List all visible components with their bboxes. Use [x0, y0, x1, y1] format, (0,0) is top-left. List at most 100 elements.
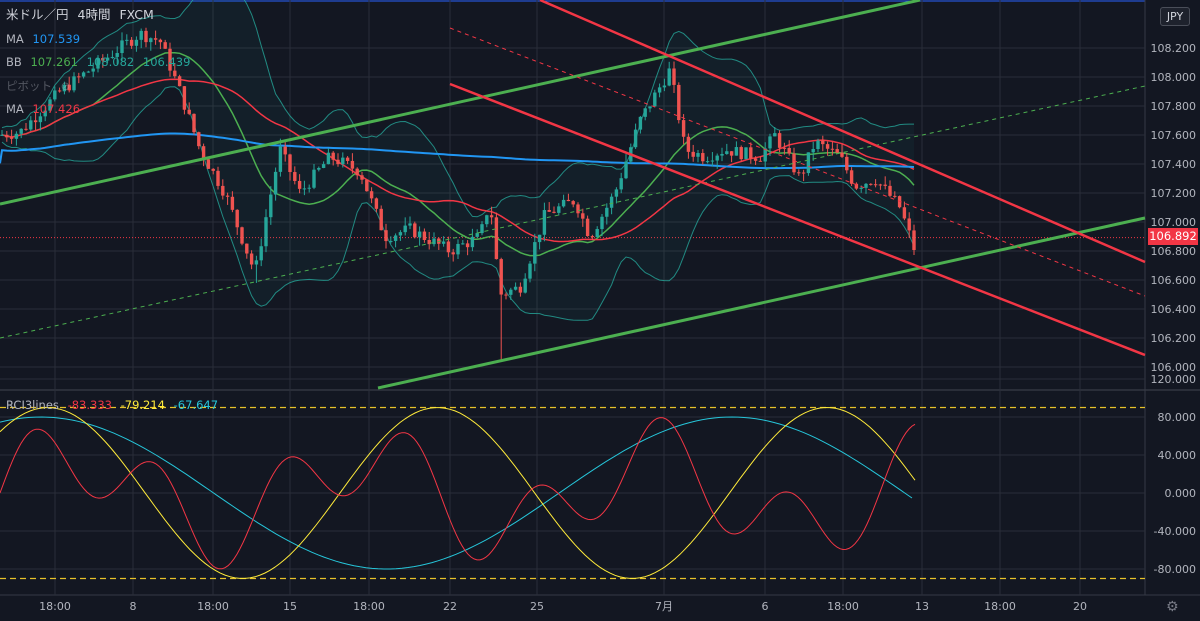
candle [696, 153, 700, 157]
interval-label: 4時間 [77, 7, 111, 22]
candle [81, 72, 86, 77]
candle [725, 151, 729, 154]
bollinger-upper-line [1, 0, 914, 218]
candle [67, 84, 71, 91]
candle [792, 153, 796, 173]
candle [768, 136, 772, 149]
candle [576, 204, 580, 214]
candle [662, 85, 667, 88]
legend-ma-1[interactable]: MA 107.539 [6, 32, 85, 46]
candle [657, 87, 662, 93]
candle [595, 229, 599, 237]
candle [230, 196, 235, 210]
rci-long-line [0, 416, 913, 570]
candle [379, 208, 383, 231]
candle [413, 223, 417, 238]
candle [686, 136, 691, 152]
candle [389, 240, 393, 242]
candle [221, 185, 225, 196]
candle [245, 243, 249, 254]
candle [825, 144, 830, 149]
candle [523, 278, 527, 293]
legend-rci[interactable]: RCI3lines -83.333 -79.214 -67.647 [6, 398, 223, 412]
candle [120, 40, 124, 54]
candle [72, 76, 76, 91]
candle [259, 246, 263, 261]
candle [149, 38, 153, 43]
bollinger-lower-line [1, 86, 915, 321]
y-tick-label: 108.000 [1151, 71, 1197, 84]
legend-bb[interactable]: BB 107.261 108.082 106.439 [6, 55, 195, 69]
candle [773, 133, 777, 137]
candle [19, 128, 23, 134]
candle [811, 149, 815, 153]
candle [96, 58, 100, 69]
x-tick-label: 8 [130, 600, 137, 613]
candle [561, 199, 566, 207]
legend-ma2-label: MA [6, 102, 24, 116]
candle [254, 260, 259, 265]
rci-y-tick-label: -80.000 [1154, 563, 1196, 576]
candle [29, 120, 33, 130]
candle [782, 147, 787, 149]
candle [528, 263, 532, 279]
candle [192, 113, 196, 133]
candle [461, 243, 465, 245]
candle [86, 71, 91, 73]
candle [854, 183, 859, 189]
hidden-eye-icon[interactable]: ⊘ [60, 79, 71, 93]
bollinger-band-fill [2, 0, 914, 321]
candle [105, 57, 110, 61]
candle [326, 152, 331, 165]
candle [441, 241, 446, 244]
candle [168, 48, 172, 71]
candle [384, 230, 388, 242]
candle [5, 134, 9, 138]
candle [110, 56, 115, 58]
legend-pivot[interactable]: ピボット ⊘ [6, 79, 75, 93]
candle [129, 39, 134, 46]
candle [571, 201, 575, 205]
y-tick-label: 106.600 [1151, 274, 1197, 287]
candle [734, 147, 739, 156]
x-tick-label: 7月 [655, 600, 673, 613]
candle [777, 133, 782, 148]
candle [902, 207, 907, 219]
candle [509, 289, 513, 295]
candle [633, 129, 638, 148]
candle [336, 159, 340, 165]
bollinger-basis-line [1, 51, 915, 257]
candle [763, 148, 767, 162]
candle [749, 147, 753, 159]
candle [264, 217, 268, 247]
candle [201, 146, 206, 160]
candle [806, 152, 811, 174]
gear-icon[interactable]: ⚙ [1166, 599, 1179, 615]
candle [518, 286, 523, 293]
candle [43, 110, 47, 117]
candle [182, 86, 187, 110]
candle [715, 155, 719, 161]
candle [619, 178, 623, 190]
candle [115, 53, 119, 57]
legend-bb-lower: 106.439 [142, 55, 191, 69]
legend-ma-2[interactable]: MA 107.426 [6, 102, 85, 116]
candle [283, 146, 287, 155]
candle [369, 191, 374, 199]
candle [206, 159, 211, 169]
rci-y-tick-label: 40.000 [1158, 449, 1197, 462]
candle [681, 120, 686, 137]
x-tick-label: 13 [915, 600, 929, 613]
candle [317, 167, 321, 170]
data-source: FXCM [119, 7, 154, 22]
candle [537, 234, 542, 243]
candle [677, 84, 681, 121]
candle [835, 149, 839, 153]
candle [173, 70, 177, 77]
candle [710, 160, 715, 162]
candle [139, 30, 143, 40]
candle [840, 152, 844, 157]
currency-badge[interactable]: JPY [1160, 7, 1190, 26]
